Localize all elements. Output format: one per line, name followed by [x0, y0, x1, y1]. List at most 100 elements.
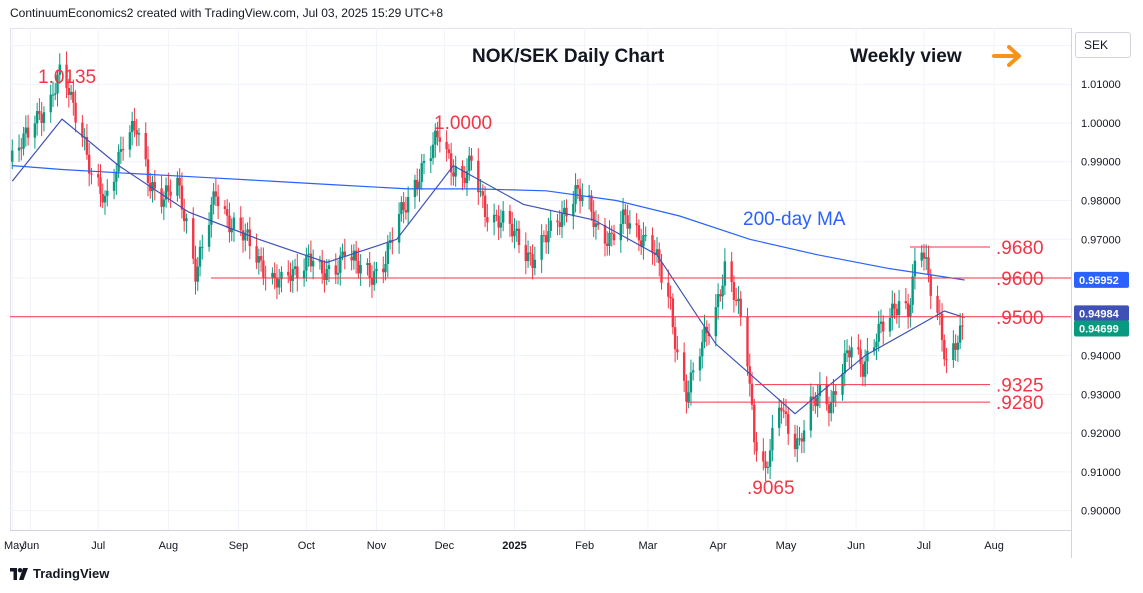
chart-pane[interactable]: [10, 28, 1072, 531]
candle-body: [153, 181, 156, 189]
candle-body: [257, 256, 261, 263]
candle-body: [882, 321, 885, 332]
tradingview-brand[interactable]: TradingView: [10, 566, 109, 581]
candle-body: [386, 242, 389, 265]
candle-body: [685, 380, 688, 402]
candle-body: [180, 185, 184, 210]
candle-body: [798, 438, 801, 440]
candle-body: [210, 204, 213, 225]
candle-body: [721, 285, 724, 297]
candle-body: [336, 272, 340, 275]
candle-body: [402, 202, 405, 211]
price-axis-tag: [1074, 271, 1129, 288]
candle-body: [327, 265, 331, 270]
candle-body: [72, 91, 75, 103]
candle-body: [101, 193, 104, 203]
x-tick-label: Dec: [435, 540, 455, 552]
candle-body: [182, 209, 186, 222]
currency-selector[interactable]: SEK: [1075, 32, 1131, 58]
candle-body: [228, 215, 231, 233]
candle-body: [106, 190, 109, 196]
candle-body: [560, 213, 564, 227]
candle-body: [445, 141, 448, 150]
candle-body: [603, 225, 607, 244]
candle-body: [246, 229, 249, 233]
y-tick-label: 0.90000: [1081, 506, 1121, 518]
candle-body: [477, 160, 480, 193]
weekly-view-link[interactable]: Weekly view: [850, 46, 962, 67]
level-annotation: .9065: [747, 478, 795, 499]
candle-body: [334, 265, 337, 275]
candle-body: [714, 307, 718, 337]
candle-body: [958, 325, 962, 343]
candle-body: [160, 188, 163, 207]
candle-body: [750, 383, 754, 405]
candle-body: [255, 246, 258, 263]
candle-body: [581, 196, 584, 202]
candle-body: [920, 252, 923, 261]
candle-body: [81, 122, 84, 138]
candle-body: [802, 430, 806, 442]
level-annotation: .9500: [996, 308, 1044, 329]
candle-body: [608, 232, 611, 246]
candle-body: [420, 163, 423, 182]
candle-body: [144, 133, 147, 160]
candle-body: [517, 228, 521, 246]
candle-body: [135, 130, 138, 135]
candle-body: [40, 113, 43, 123]
candle-body: [42, 112, 46, 123]
candle-body: [384, 264, 387, 273]
candle-body: [239, 217, 242, 231]
candle-body: [241, 230, 245, 241]
candle-body: [416, 179, 419, 189]
candle-body: [877, 323, 880, 342]
candle-body: [248, 229, 251, 247]
candle-body: [151, 181, 154, 192]
candle-body: [768, 450, 772, 467]
candle-body: [318, 260, 322, 262]
candle-body: [682, 352, 686, 381]
candle-body: [90, 173, 93, 175]
level-annotation: .9280: [996, 393, 1044, 414]
candle-body: [375, 268, 378, 272]
candle-body: [26, 127, 30, 138]
candle-body: [587, 195, 591, 197]
candle-body: [259, 256, 263, 261]
candle-body: [764, 461, 767, 468]
candle-body: [793, 433, 797, 450]
ma-200-line: [12, 165, 965, 281]
candle-body: [943, 339, 946, 360]
candle-body: [927, 257, 930, 275]
candle-body: [232, 217, 236, 229]
candle-body: [809, 396, 813, 431]
arrow-right-icon[interactable]: [992, 42, 1026, 70]
candle-body: [325, 269, 328, 281]
candle-body: [278, 279, 281, 288]
candle-body: [875, 341, 878, 348]
price-axis-tag: [1074, 320, 1129, 337]
candle-body: [660, 263, 663, 283]
candle-body: [544, 235, 548, 243]
candle-body: [431, 144, 435, 159]
candle-body: [339, 255, 342, 273]
candle-body: [33, 123, 37, 138]
candle-body: [461, 165, 464, 178]
candle-body: [671, 298, 675, 328]
candle-body: [859, 349, 862, 365]
candle-body: [194, 258, 197, 282]
candle-body: [897, 301, 901, 316]
candle-body: [341, 251, 344, 256]
candle-body: [655, 249, 659, 255]
candle-body: [866, 350, 869, 362]
candle-body: [223, 206, 227, 210]
candle-body: [418, 181, 421, 189]
price-axis-divider: [1071, 28, 1072, 558]
candle-body: [596, 223, 600, 226]
candle-body: [895, 308, 899, 316]
candle-body: [481, 191, 485, 196]
candle-body: [531, 253, 534, 268]
candle-body: [513, 230, 516, 237]
x-tick-label: Oct: [298, 540, 315, 552]
candle-body: [784, 411, 788, 414]
